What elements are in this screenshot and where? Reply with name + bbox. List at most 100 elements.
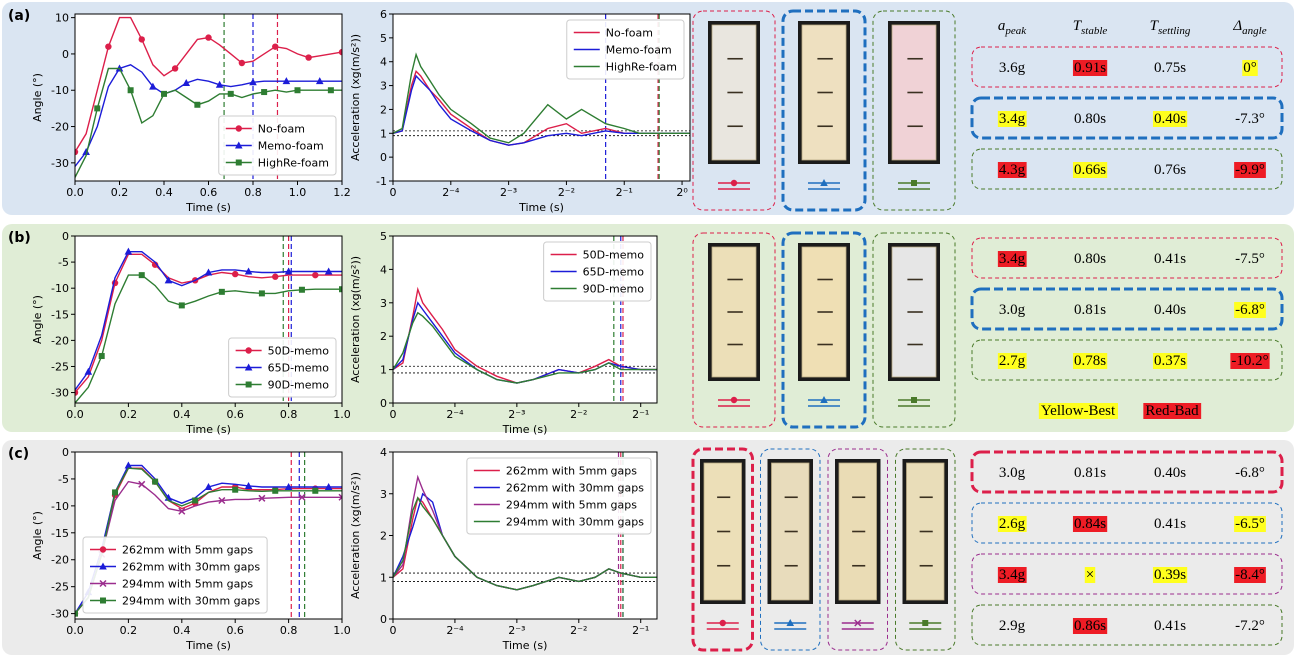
table-cell: 0.41s (1154, 618, 1186, 634)
cell-highlight (1234, 162, 1266, 178)
x-tick-label: 0.8 (280, 408, 298, 421)
legend-item: HighRe-foam (225, 157, 329, 170)
plot-content (75, 452, 342, 619)
table-cell: 3.4g (999, 111, 1026, 127)
legend-item: HighRe-foam (573, 61, 677, 74)
y-tick-label: 2 (380, 330, 387, 343)
legend: 50D-memo 65D-memo 90D-memo (543, 241, 652, 302)
marker (112, 489, 119, 496)
table-cell: 3.6g (999, 60, 1026, 76)
series-line (75, 467, 342, 615)
sample (691, 447, 754, 652)
x-tick-label: 2⁻⁴ (446, 624, 464, 637)
marker (244, 363, 253, 371)
marker (232, 270, 239, 278)
x-tick-label: 0.4 (173, 624, 191, 637)
legend-item: 50D-memo (235, 345, 329, 358)
marker (98, 353, 105, 360)
marker (149, 82, 157, 90)
metrics-table: 3.0g 0.81s 0.40s -6.8° 2.6g 0.84s 0.41s -6.5° 3.… (970, 450, 1284, 646)
marker (100, 597, 106, 604)
cell-highlight (1072, 516, 1108, 532)
marker (94, 105, 101, 112)
y-tick-label: -20 (51, 334, 69, 347)
marker (238, 59, 246, 67)
legend-item: 294mm with 5mm gaps (473, 499, 637, 512)
legend-label: 294mm with 30mm gaps (122, 595, 260, 608)
x-tick-label: 1.0 (333, 408, 351, 421)
x-tick-label: 2⁻¹ (616, 186, 633, 199)
marker (730, 396, 738, 404)
marker (105, 43, 112, 50)
y-tick-label: 1 (380, 364, 387, 377)
y-tick-label: 4 (380, 263, 387, 276)
marker (75, 610, 78, 617)
chart: 0 1 2 3 4 5 0 2⁻⁴ 2⁻³ 2⁻² 2⁻¹ Time (s) Acceleration … (349, 230, 658, 436)
plot-content (75, 236, 342, 403)
marker (272, 487, 279, 494)
series-line (393, 286, 657, 384)
legend-item: 90D-memo (550, 283, 644, 296)
y-tick-label: 5 (380, 32, 387, 45)
cell-highlight (1072, 162, 1108, 178)
legend-label: 65D-memo (268, 362, 330, 375)
x-tick-label: 2⁻² (570, 624, 587, 637)
legend-box (566, 19, 685, 80)
x-tick-label: 0.0 (66, 186, 84, 199)
column-header: apeak (998, 18, 1027, 37)
marker (338, 48, 342, 56)
legend-label: Memo-foam (258, 140, 324, 153)
legend-item: 262mm with 30mm gaps (473, 482, 644, 495)
legend-item: 262mm with 5mm gaps (473, 465, 637, 478)
table-cell: 0.41s (1154, 251, 1186, 267)
legend-box (466, 457, 652, 535)
y-tick-label: -15 (51, 527, 69, 540)
legend-label: 294mm with 30mm gaps (506, 516, 644, 529)
y-tick-label: -30 (51, 387, 69, 400)
chart: -30 -25 -20 -15 -10 -5 0 0.0 0.2 0.4 0.6 0.8 1.0 Time… (31, 230, 351, 436)
y-tick-label: -5 (58, 256, 69, 269)
marker (192, 497, 199, 504)
y-tick-label: 4 (380, 446, 387, 459)
marker (204, 483, 213, 491)
marker (235, 125, 242, 132)
marker (161, 90, 167, 97)
legend-box (543, 241, 652, 302)
y-tick-label: -30 (51, 608, 69, 621)
sample-frame (872, 10, 956, 211)
sample-frame (691, 447, 754, 652)
cell-highlight (1234, 567, 1266, 583)
marker (178, 302, 185, 309)
marker (75, 389, 79, 396)
marker (194, 101, 201, 108)
y-tick-label: 2 (380, 103, 387, 116)
y-tick-label: -25 (51, 581, 69, 594)
table-cell: 0.80s (1074, 251, 1106, 267)
sample-frame (692, 232, 776, 428)
x-axis-title: Time (s) (518, 201, 564, 214)
table-cell: 0.78s (1074, 353, 1106, 369)
chart: -30 -25 -20 -15 -10 -5 0 0.0 0.2 0.4 0.6 0.8 1.0 Time… (31, 446, 351, 652)
legend-label: Memo-foam (606, 44, 672, 57)
legend-item: 50D-memo (550, 249, 644, 262)
sample (781, 9, 867, 212)
marker (312, 487, 319, 494)
cell-highlight (1234, 302, 1266, 318)
marker (138, 480, 146, 488)
row-frame (971, 339, 1283, 381)
row-frame (970, 450, 1284, 494)
marker (272, 43, 279, 50)
table-cell: -8.4° (1235, 567, 1265, 583)
x-axis-title: Time (s) (185, 639, 231, 652)
y-axis-title: Angle (°) (31, 511, 44, 560)
marker (327, 87, 334, 94)
sample (895, 448, 956, 651)
series-line (393, 496, 657, 591)
sample (781, 231, 867, 429)
x-tick-label: 2⁻² (558, 186, 575, 199)
cell-highlight (1230, 353, 1270, 369)
table-cell: 0.41s (1154, 516, 1186, 532)
